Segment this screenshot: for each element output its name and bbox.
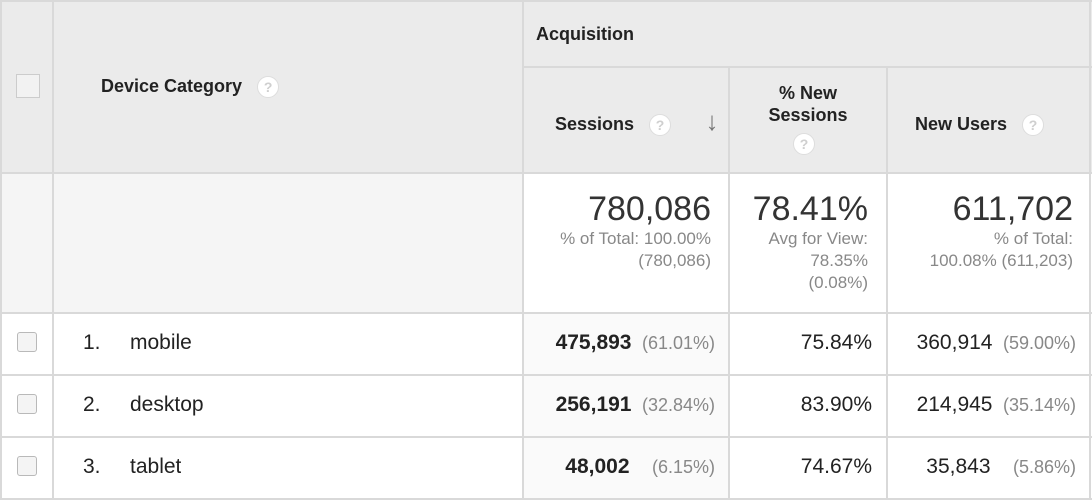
grid-line: [0, 172, 1092, 174]
pct-new-sessions-help[interactable]: ?: [793, 133, 817, 157]
new-users-column-header[interactable]: New Users ?: [915, 111, 1045, 137]
sessions-header-label: Sessions: [555, 114, 635, 134]
grid-line: [728, 66, 730, 500]
row-checkbox[interactable]: [17, 456, 37, 476]
row-sessions-value: 475,893: [555, 331, 632, 354]
totals-new-users-sub2: 100.08% (611,203): [929, 251, 1073, 270]
row-new-users: 360,914 (59.00%): [889, 330, 1076, 358]
row-checkbox[interactable]: [17, 394, 37, 414]
grid-line: [1089, 0, 1091, 500]
totals-pct-new-sessions-value: 78.41%: [752, 190, 868, 228]
help-icon[interactable]: ?: [257, 76, 280, 98]
row-new-users-value: 35,843: [926, 455, 991, 478]
row-sessions: 48,002 (6.15%): [524, 454, 715, 482]
row-new-users-pct: (5.86%): [1012, 457, 1076, 477]
pct-new-sessions-column-header[interactable]: % New Sessions: [730, 82, 886, 126]
totals-pct-new-sessions-sub3: (0.08%): [808, 273, 868, 292]
dimension-header-label: Device Category: [101, 76, 243, 96]
row-new-users: 214,945 (35.14%): [889, 392, 1076, 420]
row-index: 2.: [83, 393, 101, 416]
grid-line: [0, 312, 1092, 314]
row-sessions-value: 256,191: [555, 393, 632, 416]
totals-new-users: 611,702 % of Total: 100.08% (611,203): [889, 190, 1073, 272]
help-icon[interactable]: ?: [1022, 114, 1045, 137]
help-icon[interactable]: ?: [649, 114, 672, 137]
dimension-header[interactable]: Device Category ?: [101, 74, 280, 98]
row-new-users-pct: (35.14%): [1002, 395, 1076, 415]
grid-line: [0, 436, 1092, 438]
totals-row: [523, 174, 1092, 314]
totals-new-users-value: 611,702: [952, 190, 1073, 228]
totals-new-users-sub1: % of Total:: [993, 229, 1073, 248]
grid-line: [886, 66, 888, 500]
grid-line: [0, 374, 1092, 376]
row-pct-new-sessions: 75.84%: [800, 331, 872, 354]
row-sessions-pct: (6.15%): [651, 457, 715, 477]
table-header: [0, 0, 1092, 174]
row-device-link[interactable]: desktop: [130, 393, 204, 416]
row-sessions-pct: (32.84%): [641, 395, 715, 415]
grid-line: [52, 0, 54, 500]
row-index: 3.: [83, 455, 101, 478]
grid-line: [0, 0, 2, 500]
row-checkbox[interactable]: [17, 332, 37, 352]
totals-pct-new-sessions: 78.41% Avg for View: 78.35% (0.08%): [731, 190, 868, 294]
help-icon[interactable]: ?: [793, 133, 815, 155]
row-new-users: 35,843 (5.86%): [889, 454, 1076, 482]
row-pct-new-sessions: 74.67%: [800, 455, 872, 478]
select-all-checkbox[interactable]: [16, 74, 40, 98]
row-pct-new-sessions: 83.90%: [800, 393, 872, 416]
pct-new-sessions-header-line1: % New: [778, 83, 838, 103]
totals-sessions: 780,086 % of Total: 100.00% (780,086): [524, 190, 711, 272]
new-users-header-label: New Users: [915, 114, 1008, 134]
totals-pct-new-sessions-sub1: Avg for View:: [768, 229, 868, 248]
grid-line: [0, 498, 1092, 500]
row-sessions: 475,893 (61.01%): [524, 330, 715, 358]
row-device-link[interactable]: tablet: [130, 455, 182, 478]
grid-line: [523, 66, 1092, 68]
row-sessions: 256,191 (32.84%): [524, 392, 715, 420]
totals-sessions-sub1: % of Total: 100.00%: [560, 229, 711, 248]
row-sessions-pct: (61.01%): [641, 333, 715, 353]
arrow-down-icon[interactable]: ↓: [705, 108, 719, 134]
sorted-column-highlight: [523, 314, 729, 500]
totals-row-left: [0, 174, 523, 314]
row-new-users-pct: (59.00%): [1002, 333, 1076, 353]
totals-sessions-sub2: (780,086): [638, 251, 711, 270]
sessions-column-header[interactable]: Sessions ?: [555, 111, 672, 137]
pct-new-sessions-header-line2: Sessions: [768, 105, 848, 125]
totals-sessions-value: 780,086: [588, 190, 711, 228]
row-new-users-value: 214,945: [916, 393, 993, 416]
totals-pct-new-sessions-sub2: 78.35%: [810, 251, 868, 270]
grid-line: [0, 0, 1092, 2]
group-header-acquisition: Acquisition: [536, 24, 634, 44]
row-index: 1.: [83, 331, 101, 354]
row-new-users-value: 360,914: [916, 331, 993, 354]
grid-line: [522, 0, 524, 500]
row-device-link[interactable]: mobile: [130, 331, 192, 354]
row-sessions-value: 48,002: [565, 455, 630, 478]
